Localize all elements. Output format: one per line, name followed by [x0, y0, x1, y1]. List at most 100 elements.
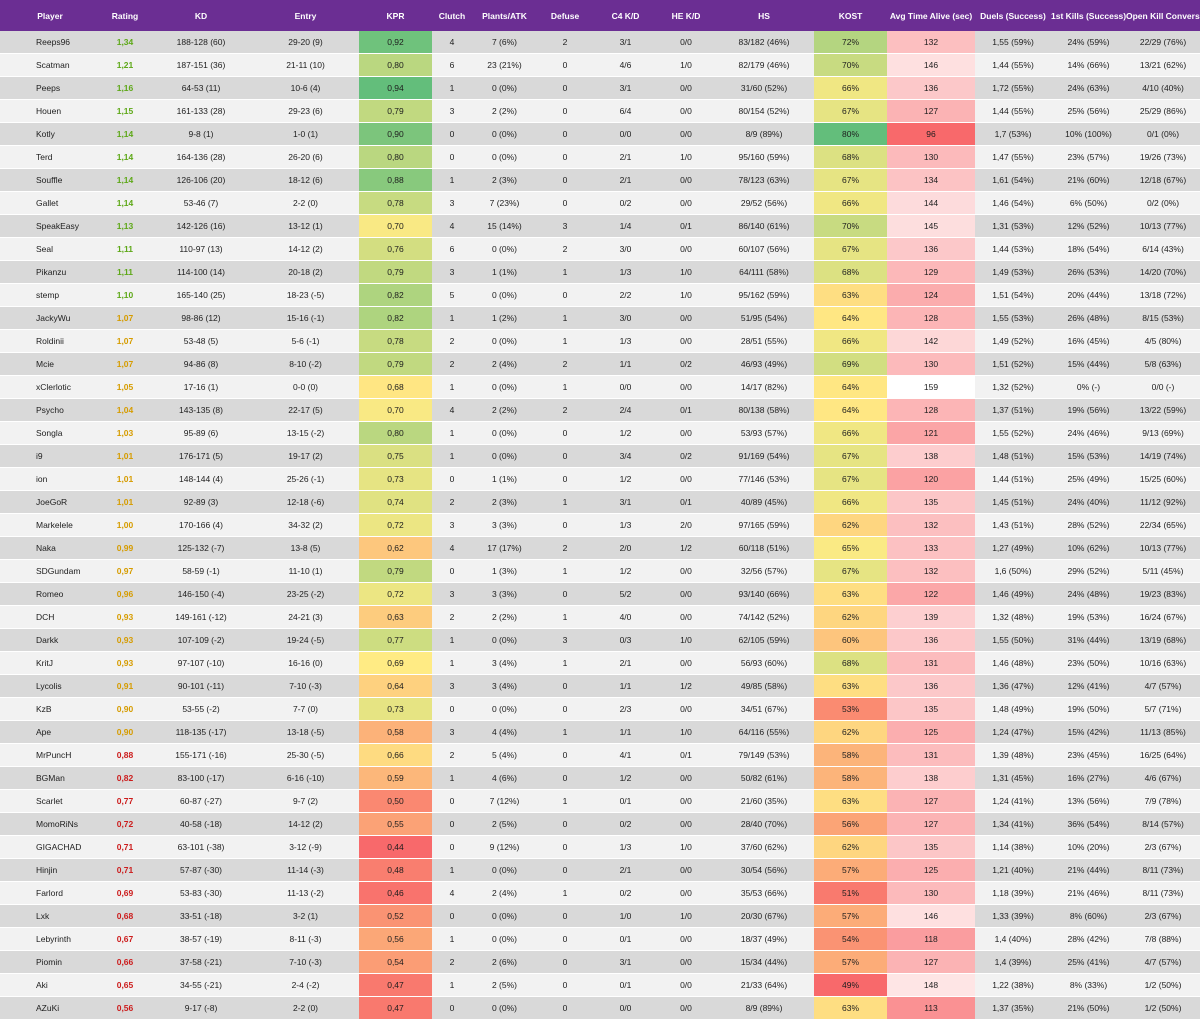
cell-plants-atk: 2 (2%) [472, 605, 537, 629]
cell-plants-atk: 0 (0%) [472, 904, 537, 928]
cell-open-kill-conversion: 0/2 (0%) [1126, 191, 1200, 215]
cell-he-k-d: 0/0 [658, 237, 714, 261]
cell-player: Naka [0, 536, 100, 560]
cell-entry: 1-0 (1) [252, 122, 359, 146]
cell-hs: 8/9 (89%) [714, 996, 814, 1020]
header-plants-atk: Plants/ATK [472, 0, 537, 31]
cell-player: Reeps96 [0, 31, 100, 54]
cell-entry: 23-25 (-2) [252, 582, 359, 606]
cell-avg-time-alive-sec: 125 [887, 858, 975, 882]
cell-plants-atk: 4 (6%) [472, 766, 537, 790]
cell-player: xClerlotic [0, 375, 100, 399]
cell-c4-k-d: 6/4 [593, 99, 658, 123]
cell-clutch: 2 [432, 490, 472, 514]
cell-avg-time-alive-sec: 118 [887, 927, 975, 951]
table-row: Kotly 1,14 9-8 (1) 1-0 (1) 0,90 0 0 (0%) 0 0/0 0/… [0, 122, 1200, 146]
cell-rating: 1,00 [100, 513, 150, 537]
cell-avg-time-alive-sec: 130 [887, 145, 975, 169]
cell-player: Pikanzu [0, 260, 100, 284]
cell-he-k-d: 0/0 [658, 191, 714, 215]
cell-rating: 1,15 [100, 99, 150, 123]
header-1st-kills-success: 1st Kills (Success) [1051, 0, 1126, 31]
cell-duels-success: 1,46 (48%) [975, 651, 1051, 675]
cell-open-kill-conversion: 11/13 (85%) [1126, 720, 1200, 744]
cell-rating: 0,88 [100, 743, 150, 767]
table-row: Ape 0,90 118-135 (-17) 13-18 (-5) 0,58 3 4 (4%… [0, 720, 1200, 744]
cell-rating: 1,13 [100, 214, 150, 238]
cell-kost: 72% [814, 31, 887, 54]
cell-plants-atk: 2 (5%) [472, 812, 537, 836]
cell-defuse: 2 [537, 536, 593, 560]
cell-duels-success: 1,32 (48%) [975, 605, 1051, 629]
cell-player: Romeo [0, 582, 100, 606]
cell-entry: 10-6 (4) [252, 76, 359, 100]
cell-rating: 1,11 [100, 260, 150, 284]
cell-open-kill-conversion: 19/26 (73%) [1126, 145, 1200, 169]
table-row: KritJ 0,93 97-107 (-10) 16-16 (0) 0,69 1 3 (4%… [0, 651, 1200, 675]
cell-kpr: 0,73 [359, 697, 432, 721]
cell-clutch: 0 [432, 812, 472, 836]
cell-c4-k-d: 0/0 [593, 122, 658, 146]
cell-kd: 176-171 (5) [150, 444, 252, 468]
cell-rating: 0,93 [100, 651, 150, 675]
cell-1st-kills-success: 15% (53%) [1051, 444, 1126, 468]
cell-kd: 126-106 (20) [150, 168, 252, 192]
cell-he-k-d: 0/2 [658, 444, 714, 468]
cell-defuse: 0 [537, 444, 593, 468]
cell-kpr: 0,44 [359, 835, 432, 859]
cell-duels-success: 1,18 (39%) [975, 881, 1051, 905]
cell-plants-atk: 23 (21%) [472, 53, 537, 77]
cell-1st-kills-success: 16% (45%) [1051, 329, 1126, 353]
cell-player: GIGACHAD [0, 835, 100, 859]
cell-c4-k-d: 2/3 [593, 697, 658, 721]
cell-rating: 0,65 [100, 973, 150, 997]
cell-entry: 6-16 (-10) [252, 766, 359, 790]
cell-open-kill-conversion: 16/24 (67%) [1126, 605, 1200, 629]
table-row: stemp 1,10 165-140 (25) 18-23 (-5) 0,82 5 0 (0… [0, 283, 1200, 307]
cell-defuse: 2 [537, 398, 593, 422]
cell-kpr: 0,62 [359, 536, 432, 560]
cell-1st-kills-success: 25% (49%) [1051, 467, 1126, 491]
table-row: Lycolis 0,91 90-101 (-11) 7-10 (-3) 0,64 3 3 (… [0, 674, 1200, 698]
cell-kd: 60-87 (-27) [150, 789, 252, 813]
cell-hs: 64/116 (55%) [714, 720, 814, 744]
cell-hs: 18/37 (49%) [714, 927, 814, 951]
cell-entry: 25-30 (-5) [252, 743, 359, 767]
cell-1st-kills-success: 0% (-) [1051, 375, 1126, 399]
cell-player: Mcie [0, 352, 100, 376]
cell-kost: 58% [814, 743, 887, 767]
cell-hs: 31/60 (52%) [714, 76, 814, 100]
cell-kpr: 0,55 [359, 812, 432, 836]
cell-kpr: 0,58 [359, 720, 432, 744]
cell-c4-k-d: 1/3 [593, 329, 658, 353]
cell-clutch: 3 [432, 513, 472, 537]
cell-kd: 142-126 (16) [150, 214, 252, 238]
cell-hs: 34/51 (67%) [714, 697, 814, 721]
cell-plants-atk: 0 (0%) [472, 421, 537, 445]
cell-c4-k-d: 1/1 [593, 674, 658, 698]
cell-rating: 1,16 [100, 76, 150, 100]
cell-kost: 64% [814, 306, 887, 330]
cell-entry: 2-2 (0) [252, 191, 359, 215]
cell-player: Seal [0, 237, 100, 261]
cell-c4-k-d: 4/0 [593, 605, 658, 629]
cell-c4-k-d: 2/2 [593, 283, 658, 307]
cell-hs: 78/123 (63%) [714, 168, 814, 192]
cell-kost: 57% [814, 858, 887, 882]
cell-avg-time-alive-sec: 135 [887, 490, 975, 514]
cell-1st-kills-success: 19% (53%) [1051, 605, 1126, 629]
cell-plants-atk: 5 (4%) [472, 743, 537, 767]
cell-he-k-d: 0/0 [658, 467, 714, 491]
cell-kd: 37-58 (-21) [150, 950, 252, 974]
cell-he-k-d: 0/0 [658, 950, 714, 974]
cell-open-kill-conversion: 22/34 (65%) [1126, 513, 1200, 537]
cell-player: Terd [0, 145, 100, 169]
cell-1st-kills-success: 21% (60%) [1051, 168, 1126, 192]
cell-kd: 110-97 (13) [150, 237, 252, 261]
cell-rating: 0,91 [100, 674, 150, 698]
cell-avg-time-alive-sec: 138 [887, 444, 975, 468]
cell-1st-kills-success: 20% (44%) [1051, 283, 1126, 307]
cell-plants-atk: 3 (4%) [472, 674, 537, 698]
cell-he-k-d: 0/0 [658, 99, 714, 123]
cell-entry: 15-16 (-1) [252, 306, 359, 330]
